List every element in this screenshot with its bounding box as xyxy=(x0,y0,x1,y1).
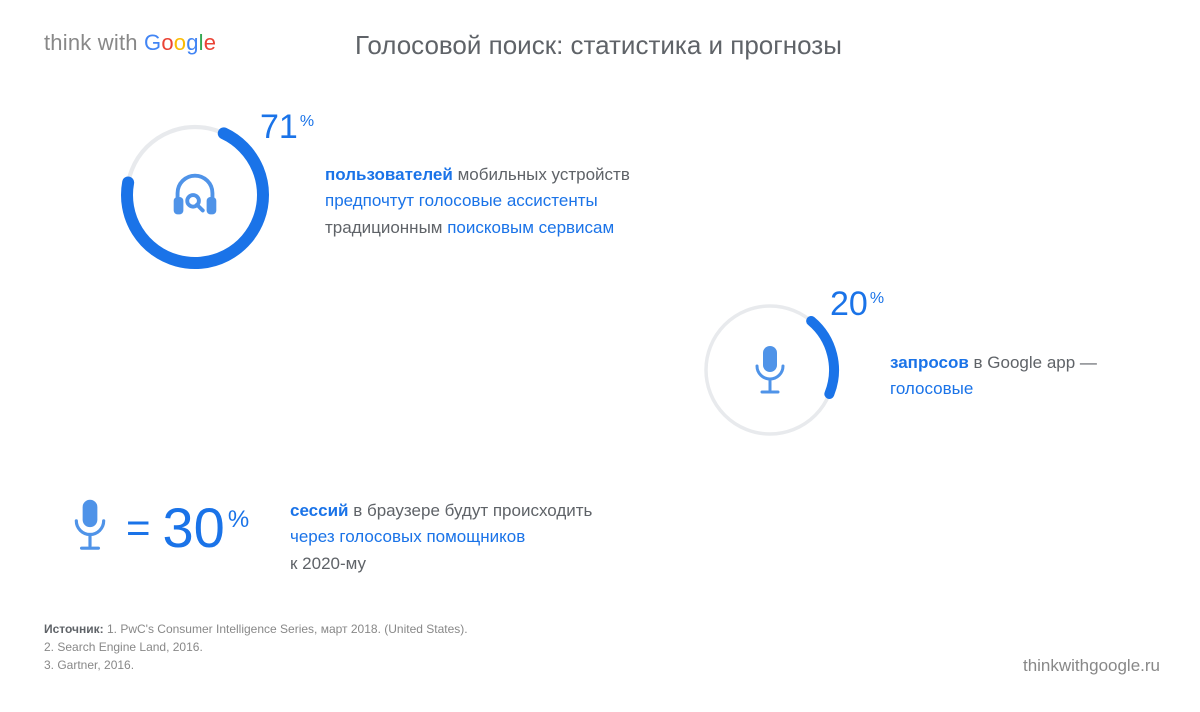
stat3-percent: 30% xyxy=(163,495,250,560)
logo-prefix: think with xyxy=(44,30,144,55)
percent-sign: % xyxy=(228,506,249,533)
logo-brand: Google xyxy=(144,30,216,55)
stat2-chart: 20% xyxy=(700,300,840,440)
stat2-donut xyxy=(700,300,840,440)
percent-sign: % xyxy=(300,113,314,130)
stat1-description: пользователей мобильных устройств предпо… xyxy=(325,162,765,241)
stat1-chart: 71% xyxy=(120,120,270,270)
stat1-donut xyxy=(120,120,270,270)
page-title: Голосовой поиск: статистика и прогнозы xyxy=(355,30,842,61)
equals-sign: = xyxy=(126,504,151,552)
stat2-description: запросов в Google app — голосовые xyxy=(890,350,1150,403)
sources: Источник: 1. PwC's Consumer Intelligence… xyxy=(44,620,468,674)
footer-url: thinkwithgoogle.ru xyxy=(1023,656,1160,676)
percent-sign: % xyxy=(870,290,884,307)
stat3-description: сессий в браузере будут происходить чере… xyxy=(290,498,710,577)
stat3-block: = 30% xyxy=(70,495,249,560)
microphone-icon xyxy=(751,344,789,396)
headphones-search-icon xyxy=(164,164,226,226)
logo: think with Google xyxy=(44,30,216,56)
microphone-icon xyxy=(70,497,110,558)
